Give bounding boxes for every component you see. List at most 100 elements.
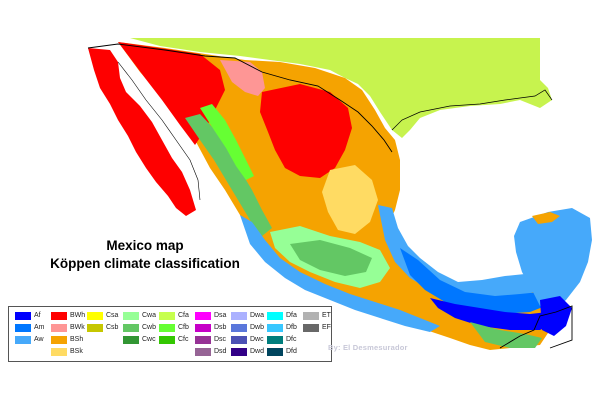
legend-label: Csa [106, 312, 119, 319]
legend-item-dwa: Dwa [231, 311, 264, 320]
legend-item-et: ET [303, 311, 331, 320]
legend-label: Dsa [214, 312, 227, 319]
legend-swatch [15, 323, 31, 332]
legend-label: Cfb [178, 324, 189, 331]
legend-item-dwb: Dwb [231, 323, 264, 332]
chihuahua-bwk [220, 60, 265, 96]
legend-swatch [267, 347, 283, 356]
yucatan-aw [514, 208, 592, 312]
legend-item-cfc: Cfc [159, 335, 189, 344]
legend-label: Dfd [286, 348, 297, 355]
legend-swatch [123, 335, 139, 344]
legend-label: Dwb [250, 324, 265, 331]
legend-item-cwa: Cwa [123, 311, 156, 320]
legend-label: Aw [34, 336, 44, 343]
plateau-bsk [322, 165, 378, 234]
legend-label: Cfa [178, 312, 189, 319]
pacific-coast-aw [240, 215, 440, 332]
legend-swatch [267, 335, 283, 344]
legend-label: BWk [70, 324, 85, 331]
legend-label: Csb [106, 324, 119, 331]
legend-item-dsc: Dsc [195, 335, 226, 344]
legend-swatch [231, 323, 247, 332]
legend-item-dwd: Dwd [231, 347, 264, 356]
legend-swatch [267, 323, 283, 332]
legend-item-ef: EF [303, 323, 331, 332]
legend-item-aw: Aw [15, 335, 44, 344]
map-title: Mexico map [106, 238, 184, 253]
legend-label: Cfc [178, 336, 189, 343]
legend-item-dsd: Dsd [195, 347, 226, 356]
legend-swatch [303, 311, 319, 320]
legend-label: Cwc [142, 336, 156, 343]
gulf-coast-am [400, 248, 548, 314]
legend-swatch [159, 311, 175, 320]
legend-swatch [87, 311, 103, 320]
legend-item-am: Am [15, 323, 45, 332]
legend-label: Am [34, 324, 45, 331]
legend-swatch [15, 311, 31, 320]
sierra-occidental-cfb [200, 104, 254, 180]
legend-item-cfb: Cfb [159, 323, 189, 332]
map-subtitle: Köppen climate classification [50, 256, 240, 271]
legend-item-dfd: Dfd [267, 347, 297, 356]
legend-swatch [51, 311, 67, 320]
guatemala-region [540, 296, 572, 336]
legend-label: Dsd [214, 348, 227, 355]
baja-california [88, 48, 196, 216]
legend-swatch [231, 335, 247, 344]
us-mexico-border [87, 43, 393, 153]
legend-item-dwc: Dwc [231, 335, 264, 344]
legend-label: Cwa [142, 312, 157, 319]
legend-swatch [51, 323, 67, 332]
legend-swatch [303, 323, 319, 332]
legend-swatch [87, 323, 103, 332]
legend-label: BSk [70, 348, 83, 355]
legend-item-bwk: BWk [51, 323, 85, 332]
legend-swatch [123, 311, 139, 320]
legend-label: EF [322, 324, 331, 331]
legend-label: Af [34, 312, 41, 319]
legend-item-bsh: BSh [51, 335, 83, 344]
legend-item-dsa: Dsa [195, 311, 226, 320]
legend-swatch [195, 335, 211, 344]
legend-label: Dsb [214, 324, 227, 331]
tabasco-af [430, 298, 556, 330]
usa-land [130, 38, 552, 138]
legend-swatch [195, 347, 211, 356]
legend-item-dfa: Dfa [267, 311, 297, 320]
legend-label: BSh [70, 336, 84, 343]
legend-label: Dwc [250, 336, 264, 343]
legend-swatch [159, 335, 175, 344]
climate-legend: Af Am Aw BWh BWk BSh BSk Csa Csb Cwa Cwb Cwc Cfa Cfb C… [8, 306, 332, 362]
legend-swatch [15, 335, 31, 344]
gulf-california-coastline [117, 61, 201, 201]
legend-item-dfc: Dfc [267, 335, 297, 344]
legend-item-csa: Csa [87, 311, 118, 320]
mexico-guatemala-border [499, 305, 573, 349]
central-highlands-cwb [290, 240, 372, 276]
legend-item-cwb: Cwb [123, 323, 156, 332]
legend-label: ET [322, 312, 331, 319]
legend-item-csb: Csb [87, 323, 118, 332]
legend-item-dsb: Dsb [195, 323, 226, 332]
legend-label: Dwd [250, 348, 265, 355]
legend-swatch [231, 311, 247, 320]
sierra-occidental-cw [185, 114, 272, 236]
legend-item-cwc: Cwc [123, 335, 156, 344]
legend-swatch [195, 323, 211, 332]
chiapas-highlands [470, 322, 542, 348]
legend-label: Dfa [286, 312, 297, 319]
legend-item-cfa: Cfa [159, 311, 189, 320]
legend-swatch [123, 323, 139, 332]
legend-label: Dwa [250, 312, 265, 319]
legend-label: Dsc [214, 336, 227, 343]
yucatan-bsh [532, 212, 560, 224]
legend-label: Cwb [142, 324, 157, 331]
legend-item-bwh: BWh [51, 311, 85, 320]
chihuahua-bwh [260, 84, 352, 178]
legend-item-dfb: Dfb [267, 323, 297, 332]
legend-item-af: Af [15, 311, 41, 320]
